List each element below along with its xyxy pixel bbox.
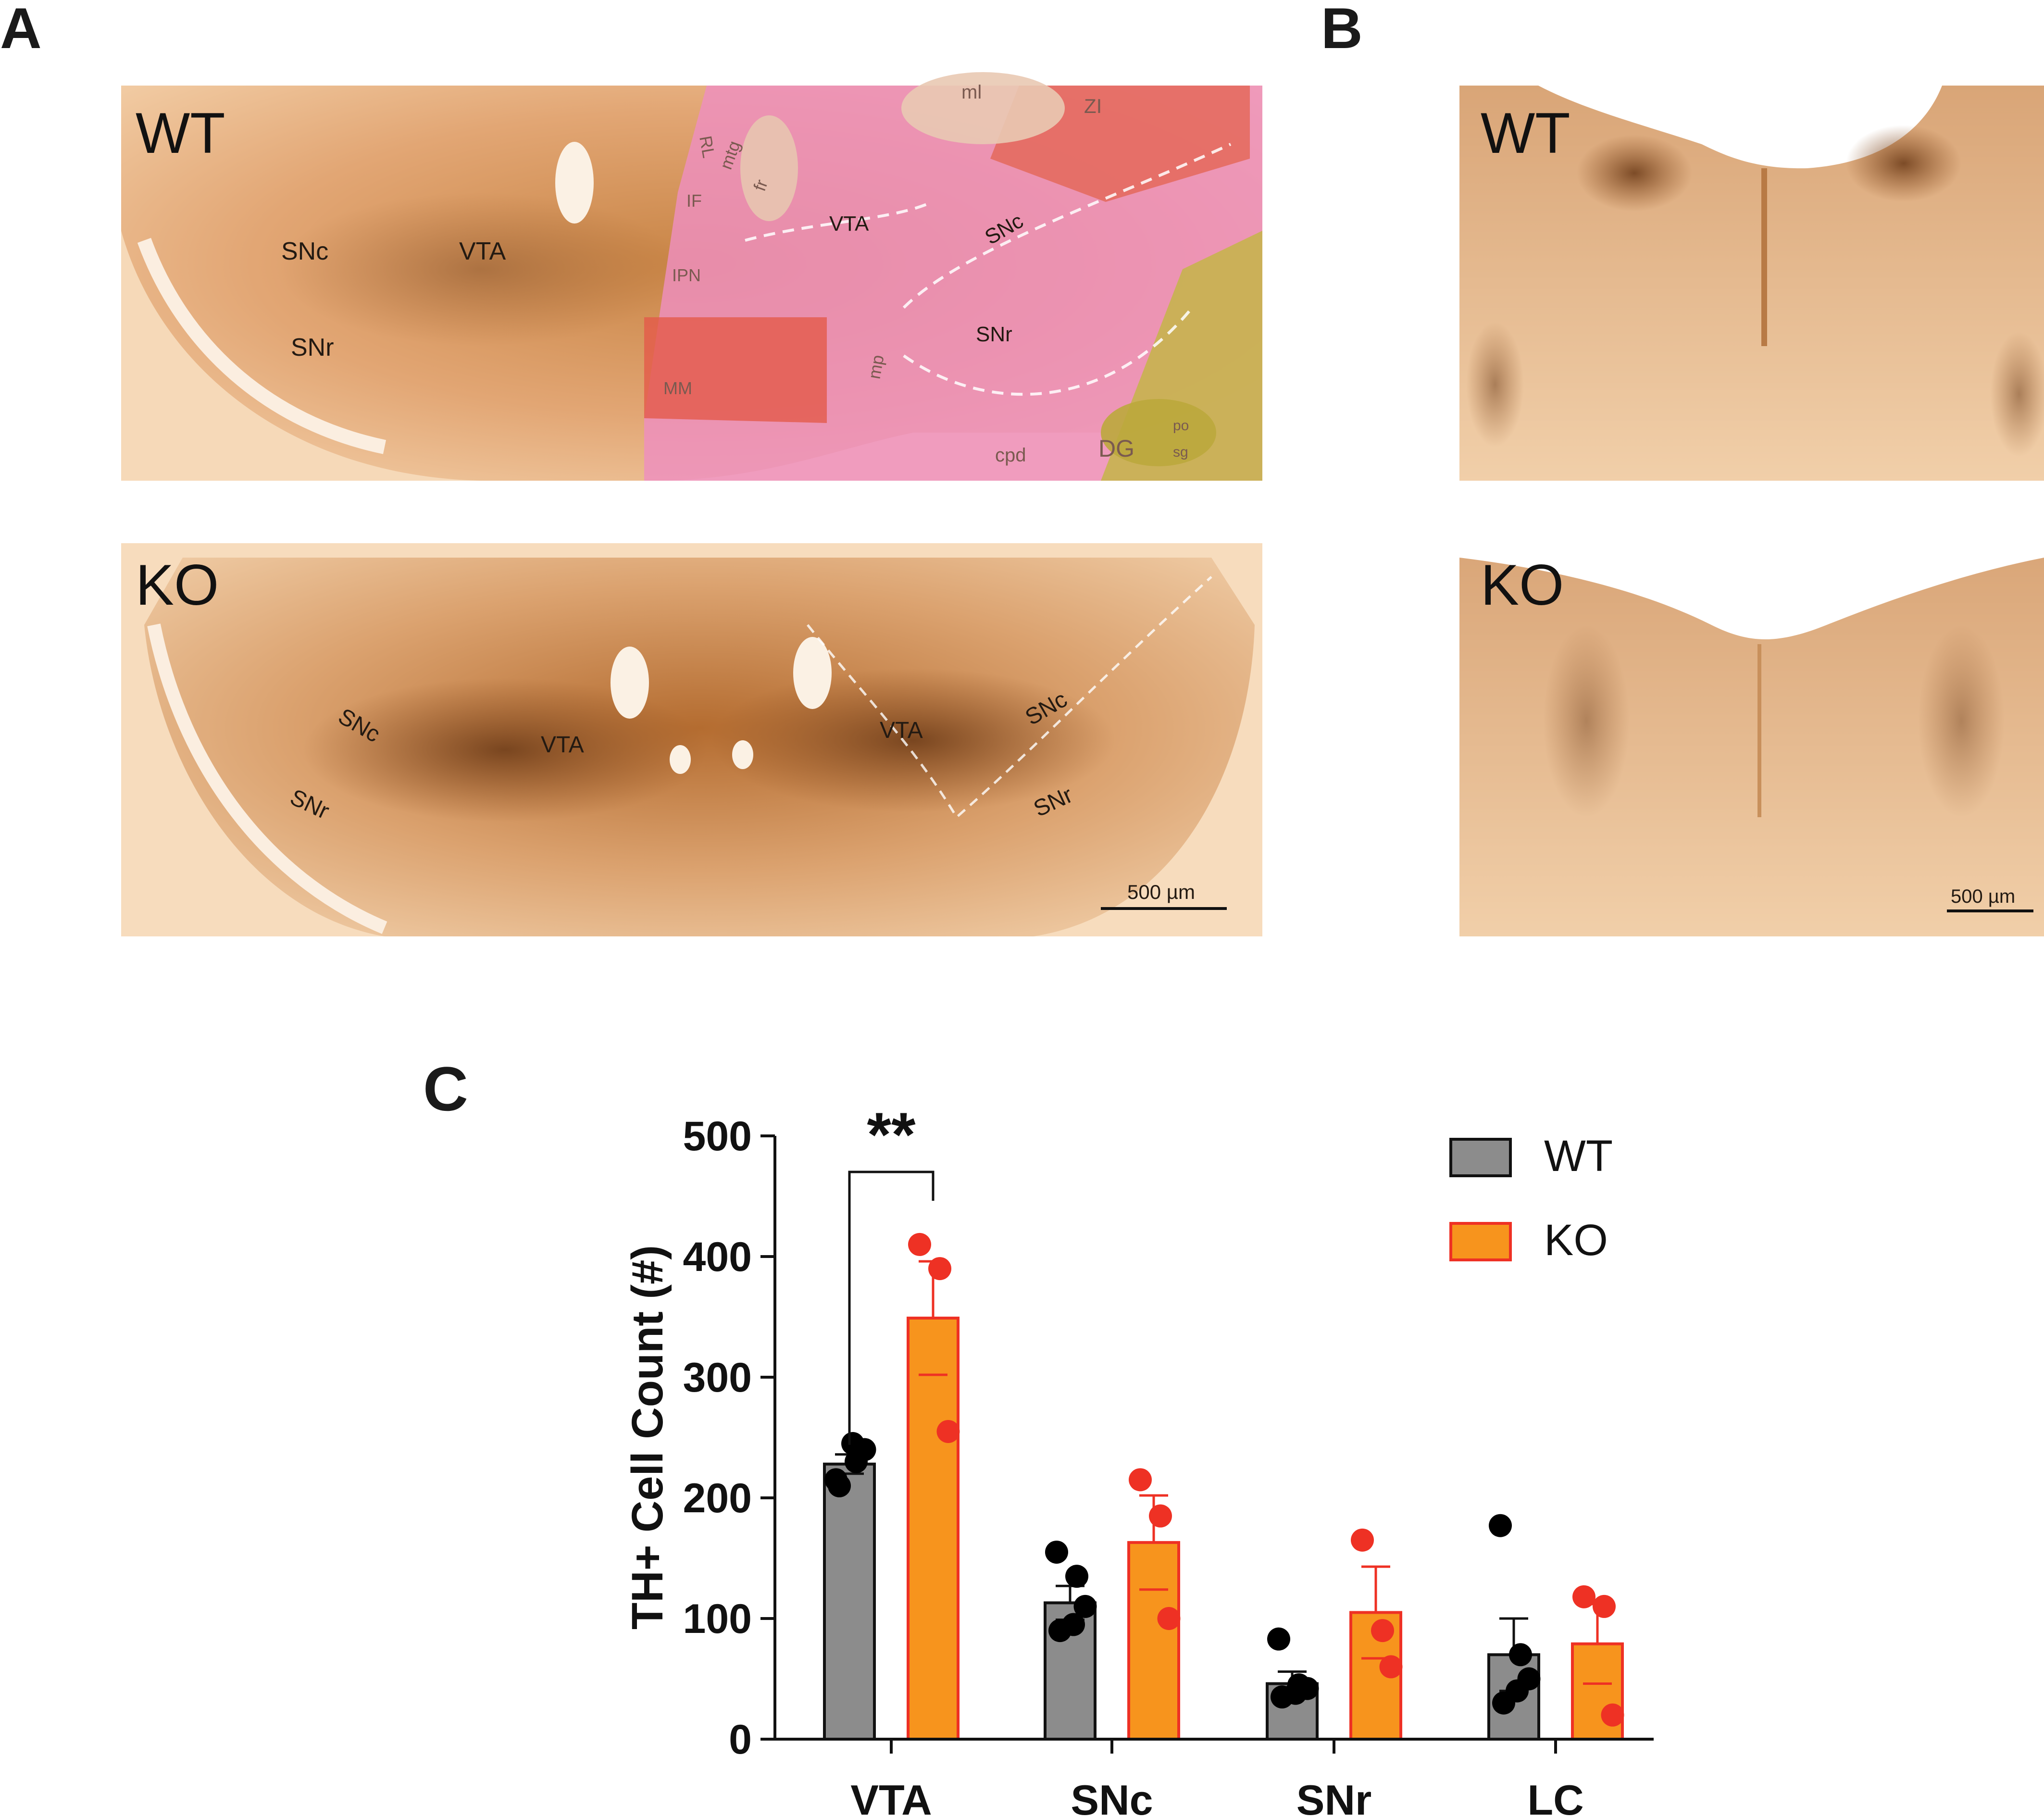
group-label-wt-b: WT <box>1481 101 1570 165</box>
significance-label: ** <box>867 1099 916 1170</box>
data-point-KO <box>1601 1703 1624 1727</box>
data-point-KO <box>1149 1504 1172 1528</box>
panel-b-label: B <box>1321 0 1363 61</box>
data-point-WT <box>1492 1691 1515 1715</box>
atlas-label: ZI <box>1084 95 1102 117</box>
atlas-label: IF <box>686 191 702 211</box>
white-vessel <box>793 637 832 709</box>
panel-a-label: A <box>0 0 42 61</box>
group-label-wt-a: WT <box>136 101 225 165</box>
white-vessel <box>611 647 649 719</box>
data-point-KO <box>1129 1468 1152 1492</box>
data-point-KO <box>1572 1585 1595 1608</box>
data-point-KO <box>936 1420 960 1443</box>
white-ventricle <box>1459 543 2044 639</box>
data-point-WT <box>1045 1540 1068 1564</box>
data-point-KO <box>1351 1528 1374 1552</box>
data-point-WT <box>841 1432 864 1456</box>
atlas-label: sg <box>1173 444 1188 460</box>
atlas-label: DG <box>1098 435 1134 462</box>
group-label-ko-b: KO <box>1481 553 1564 617</box>
y-tick-label: 100 <box>683 1596 752 1642</box>
dark-staining <box>1543 625 1630 817</box>
atlas-label: VTA <box>829 212 869 236</box>
y-tick-label: 200 <box>683 1475 752 1521</box>
data-point-KO <box>1379 1655 1403 1679</box>
data-point-WT <box>1489 1514 1512 1537</box>
dark-staining <box>1846 125 1961 202</box>
white-vessel <box>555 142 594 224</box>
atlas-overlay <box>644 72 1262 481</box>
panel-b: B WT KO 500 µm <box>1321 0 2044 936</box>
region-label: SNc <box>281 237 328 265</box>
dark-staining <box>279 192 683 346</box>
white-fiber-tract <box>147 623 387 934</box>
atlas-label: IPN <box>672 265 701 285</box>
data-point-WT <box>1267 1627 1290 1651</box>
region-label: SNr <box>291 334 334 361</box>
scale-bar-label: 500 µm <box>1951 886 2015 907</box>
data-point-WT <box>1065 1565 1088 1588</box>
group-label-ko-a: KO <box>136 553 219 617</box>
region-label: VTA <box>459 237 506 265</box>
bar-WT-VTA <box>823 1462 876 1741</box>
atlas-label: po <box>1173 418 1189 434</box>
micrograph-a-ko: KO SNc VTA SNr VTA SNc SNr 500 µm <box>121 543 1262 936</box>
white-fiber-tract <box>137 237 386 454</box>
atlas-label: RL <box>696 134 719 159</box>
bar-KO-VTA <box>907 1317 960 1741</box>
legend-label-KO: KO <box>1544 1216 1608 1265</box>
atlas-label: ml <box>961 82 982 103</box>
y-axis-title: TH+ Cell Count (#) <box>623 1245 672 1630</box>
data-point-KO <box>928 1257 951 1281</box>
atlas-label: SNr <box>976 323 1012 346</box>
x-tick-label: LC <box>1527 1776 1583 1818</box>
data-point-KO <box>1593 1594 1616 1618</box>
x-tick-label: SNc <box>1071 1776 1153 1818</box>
panel-a: A WT SNc VTA SNr <box>0 0 1262 936</box>
micrograph-a-wt: WT SNc VTA SNr ml ZI RL mtg fr IF IPN VT… <box>121 72 1262 481</box>
region-outline <box>807 576 1212 819</box>
white-vessel <box>670 745 691 774</box>
atlas-label: cpd <box>995 445 1026 466</box>
dark-staining <box>1577 135 1692 212</box>
y-tick-label: 400 <box>683 1234 752 1280</box>
y-tick-label: 500 <box>683 1113 752 1159</box>
bar-KO-SNc <box>1127 1541 1180 1741</box>
data-point-WT <box>828 1474 851 1497</box>
micrograph-b-ko: KO 500 µm <box>1459 543 2044 936</box>
dark-staining <box>303 678 707 822</box>
bar-chart: 0 100 200 300 400 500 VTA SNc SNr LC TH+ Cell Coun… <box>623 1099 1654 1818</box>
atlas-label: MM <box>663 378 692 398</box>
scale-bar-label: 500 µm <box>1127 881 1195 903</box>
panel-c: C 0 100 200 300 400 500 VTA SNc SNr LC TH+ Cell Co… <box>423 1054 1654 1818</box>
dark-staining <box>1466 322 1524 447</box>
data-point-KO <box>1157 1607 1181 1630</box>
region-label: VTA <box>880 718 923 743</box>
data-point-WT <box>1048 1619 1072 1643</box>
data-point-WT <box>1509 1643 1532 1667</box>
data-point-WT <box>1271 1685 1294 1709</box>
micrograph-b-wt: WT <box>1459 86 2044 481</box>
significance-bracket <box>848 1170 935 1445</box>
x-tick-label: SNr <box>1296 1776 1372 1818</box>
legend-swatch-WT <box>1449 1138 1512 1177</box>
legend-swatch-KO <box>1449 1222 1512 1261</box>
atlas-label: mp <box>864 353 888 380</box>
white-ventricle <box>1538 86 1942 169</box>
data-point-WT <box>1073 1594 1097 1618</box>
dark-staining <box>1990 332 2044 457</box>
white-vessel <box>732 740 753 769</box>
region-label: VTA <box>541 732 584 758</box>
data-point-KO <box>1371 1619 1394 1643</box>
data-point-KO <box>908 1233 931 1256</box>
panel-c-label: C <box>423 1054 468 1124</box>
y-tick-label: 300 <box>683 1355 752 1401</box>
x-tick-label: VTA <box>850 1776 932 1818</box>
dark-staining <box>1918 625 2005 817</box>
y-tick-label: 0 <box>729 1717 752 1763</box>
legend-label-WT: WT <box>1544 1132 1613 1181</box>
